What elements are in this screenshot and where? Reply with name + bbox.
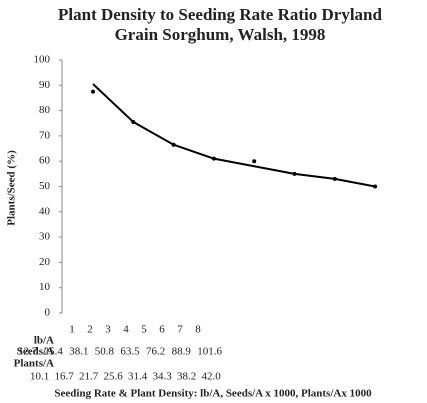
row-value: 21.7	[79, 371, 99, 383]
row-value: 38.1	[69, 346, 88, 358]
y-tick-label: 40	[39, 205, 51, 217]
data-point	[91, 89, 95, 94]
row-value: 31.4	[128, 371, 148, 383]
row-value: 76.2	[146, 346, 165, 358]
x-tick-label: 5	[141, 324, 147, 336]
y-tick-label: 80	[39, 104, 51, 116]
y-tick-label: 0	[45, 307, 51, 319]
row-value: 88.9	[172, 346, 192, 358]
y-tick-label: 60	[39, 155, 51, 167]
row-value: 50.8	[95, 346, 115, 358]
data-point	[252, 159, 257, 164]
row-label: Plants/A	[14, 358, 54, 370]
y-tick-label: 20	[39, 256, 51, 268]
row-value: 63.5	[120, 346, 140, 358]
x-tick-label: 8	[195, 324, 201, 336]
y-axis-label: Plants/Seed (%)	[6, 150, 18, 226]
y-tick-label: 30	[39, 231, 51, 243]
chart-title: Grain Sorghum, Walsh, 1998	[115, 25, 326, 44]
chart-title: Plant Density to Seeding Rate Ratio Dryl…	[58, 5, 382, 24]
data-line	[92, 83, 376, 188]
x-tick-label: 3	[105, 324, 111, 336]
row-value: 12.7	[18, 346, 38, 358]
row-label: lb/A	[34, 335, 54, 347]
row-value: 38.2	[177, 371, 196, 383]
y-tick-label: 50	[39, 180, 51, 192]
row-value: 34.3	[153, 371, 173, 383]
y-tick-label: 10	[39, 281, 51, 293]
x-tick-label: 2	[87, 324, 93, 336]
x-tick-label: 7	[177, 324, 183, 336]
y-tick-label: 100	[34, 54, 51, 66]
x-tick-label: 1	[69, 324, 75, 336]
x-tick-label: 4	[123, 324, 129, 336]
row-value: 10.1	[30, 371, 49, 383]
y-tick-label: 70	[39, 129, 51, 141]
row-value: 42.0	[202, 371, 222, 383]
row-value: 25.6	[104, 371, 124, 383]
row-value: 25.4	[44, 346, 64, 358]
row-label: Seeds/A	[17, 346, 54, 358]
row-value: 16.7	[55, 371, 75, 383]
x-tick-label: 6	[159, 324, 165, 336]
y-tick-label: 90	[39, 79, 51, 91]
row-value: 101.6	[197, 346, 222, 358]
x-axis-label: Seeding Rate & Plant Density: lb/A, Seed…	[54, 388, 372, 400]
